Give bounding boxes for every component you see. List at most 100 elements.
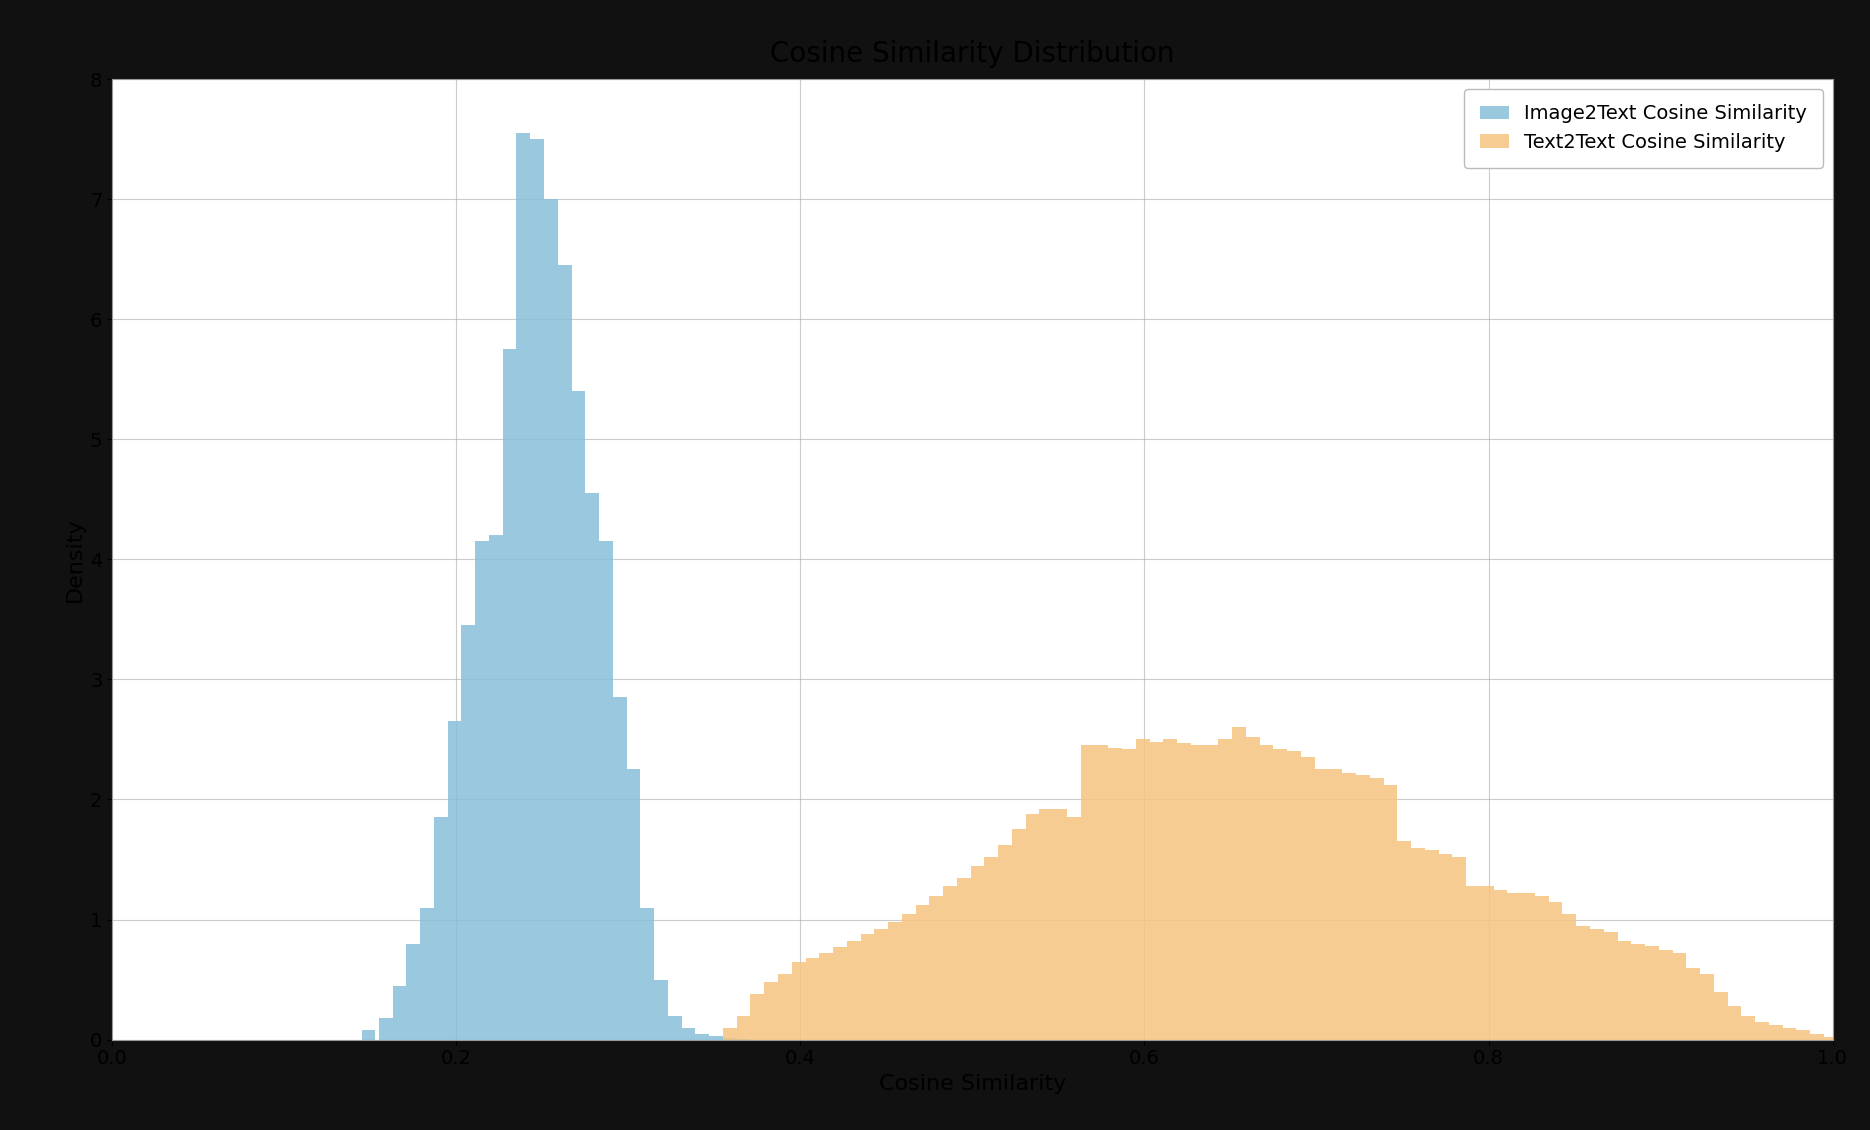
Bar <box>1027 814 1040 1040</box>
Bar <box>1479 886 1494 1040</box>
Bar <box>1425 850 1438 1040</box>
Bar <box>1397 842 1412 1040</box>
Bar <box>1232 728 1245 1040</box>
Bar <box>1053 809 1068 1040</box>
Bar <box>724 1038 737 1040</box>
Bar <box>819 954 832 1040</box>
Bar <box>1081 746 1094 1040</box>
Bar <box>1040 809 1053 1040</box>
Bar <box>1204 746 1219 1040</box>
Legend: Image2Text Cosine Similarity, Text2Text Cosine Similarity: Image2Text Cosine Similarity, Text2Text … <box>1464 89 1823 167</box>
Bar <box>1109 748 1122 1040</box>
Bar <box>683 1027 696 1040</box>
Bar <box>1797 1031 1810 1040</box>
Bar <box>1590 929 1604 1040</box>
Bar <box>929 895 942 1040</box>
Bar <box>544 199 557 1040</box>
Bar <box>1219 739 1232 1040</box>
Bar <box>1548 902 1563 1040</box>
Bar <box>585 494 598 1040</box>
Bar <box>1412 848 1425 1040</box>
Bar <box>1191 746 1204 1040</box>
Bar <box>1728 1006 1741 1040</box>
Bar <box>434 817 447 1040</box>
Bar <box>1068 817 1081 1040</box>
Bar <box>875 929 888 1040</box>
Bar <box>516 133 531 1040</box>
Bar <box>737 1016 750 1040</box>
Bar <box>447 721 462 1040</box>
Bar <box>503 349 516 1040</box>
Bar <box>1273 749 1287 1040</box>
Bar <box>1604 931 1618 1040</box>
Bar <box>1094 746 1109 1040</box>
Bar <box>1315 770 1328 1040</box>
Bar <box>361 1031 376 1040</box>
Bar <box>971 866 984 1040</box>
Bar <box>696 1034 709 1040</box>
Bar <box>724 1027 737 1040</box>
Bar <box>640 907 654 1040</box>
Bar <box>860 933 875 1040</box>
Bar <box>1631 944 1646 1040</box>
Bar <box>1535 895 1548 1040</box>
Bar <box>1700 974 1715 1040</box>
Bar <box>806 958 819 1040</box>
Bar <box>1438 853 1453 1040</box>
Bar <box>531 139 544 1040</box>
Bar <box>1687 967 1700 1040</box>
Bar <box>942 886 957 1040</box>
Bar <box>1302 757 1315 1040</box>
Bar <box>1150 742 1163 1040</box>
Bar <box>572 391 585 1040</box>
Bar <box>750 994 765 1040</box>
Bar <box>916 905 929 1040</box>
Bar <box>984 857 999 1040</box>
Bar <box>598 541 613 1040</box>
Bar <box>1328 770 1343 1040</box>
Bar <box>1823 1037 1838 1040</box>
Bar <box>475 541 488 1040</box>
Bar <box>957 878 971 1040</box>
Bar <box>380 1018 393 1040</box>
Bar <box>1494 889 1507 1040</box>
Bar <box>488 536 503 1040</box>
Bar <box>557 266 572 1040</box>
Bar <box>1646 946 1659 1040</box>
Bar <box>1782 1027 1797 1040</box>
Bar <box>1810 1034 1823 1040</box>
Bar <box>1135 739 1150 1040</box>
Bar <box>999 845 1012 1040</box>
Bar <box>668 1016 683 1040</box>
Bar <box>406 944 421 1040</box>
Bar <box>847 941 860 1040</box>
Bar <box>462 625 475 1040</box>
Bar <box>1507 893 1520 1040</box>
Bar <box>1343 773 1356 1040</box>
Bar <box>654 980 668 1040</box>
Bar <box>1756 1022 1769 1040</box>
Bar <box>1163 739 1176 1040</box>
Bar <box>1618 941 1631 1040</box>
Bar <box>1453 857 1466 1040</box>
Bar <box>613 697 626 1040</box>
Bar <box>1176 744 1191 1040</box>
X-axis label: Cosine Similarity: Cosine Similarity <box>879 1074 1066 1094</box>
Bar <box>1520 893 1535 1040</box>
Bar <box>1741 1016 1756 1040</box>
Bar <box>709 1036 724 1040</box>
Bar <box>626 770 640 1040</box>
Bar <box>1260 746 1273 1040</box>
Bar <box>832 947 847 1040</box>
Bar <box>1012 829 1027 1040</box>
Y-axis label: Density: Density <box>64 518 84 601</box>
Bar <box>1287 751 1302 1040</box>
Bar <box>1715 992 1728 1040</box>
Bar <box>778 974 791 1040</box>
Bar <box>791 962 806 1040</box>
Bar <box>1384 785 1397 1040</box>
Bar <box>765 982 778 1040</box>
Bar <box>1466 886 1479 1040</box>
Title: Cosine Similarity Distribution: Cosine Similarity Distribution <box>770 41 1174 69</box>
Bar <box>901 913 916 1040</box>
